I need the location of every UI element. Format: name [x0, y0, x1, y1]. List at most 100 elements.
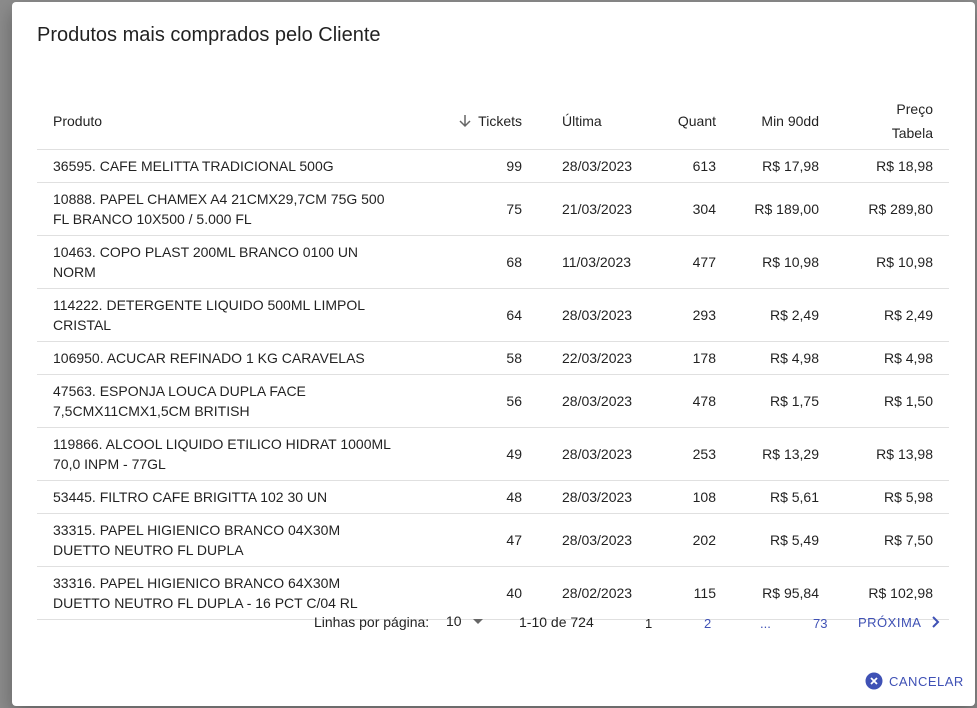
rows-per-page-label: Linhas por página: [314, 614, 430, 630]
chevron-icon [932, 616, 940, 628]
dropdown-icon [473, 619, 484, 624]
table-cell: R$ 102,98 [835, 566, 949, 620]
table-cell: 28/03/2023 [546, 149, 655, 183]
table-cell: 613 [655, 149, 732, 183]
table-cell: 22/03/2023 [546, 341, 655, 375]
table-row: 36595. CAFE MELITTA TRADICIONAL 500G 99 28… [37, 149, 949, 183]
page-range: 1-10 de 724 [519, 614, 594, 630]
column-header-label: Preço Tabela [891, 100, 933, 141]
table-cell: 28/03/2023 [546, 374, 655, 428]
column-header-label: Última [562, 112, 602, 129]
cancel-label[interactable]: CANCELAR [889, 674, 964, 689]
products-table: Produto Tickets Última Quant Min 90dd Preço T… [37, 92, 949, 620]
next-label[interactable]: PRÓXIMA [858, 615, 921, 630]
table-row: 10463. COPO PLAST 200ML BRANCO 0100 UN N… [37, 235, 949, 289]
column-header-label: Quant [677, 112, 716, 129]
table-cell: 114222. DETERGENTE LIQUIDO 500ML LIMPOL … [37, 288, 415, 342]
table-cell: R$ 189,00 [732, 182, 835, 236]
table-cell: 47 [415, 513, 546, 567]
table-cell: R$ 95,84 [732, 566, 835, 620]
column-header[interactable]: Tickets [415, 92, 546, 150]
table-cell: 58 [415, 341, 546, 375]
column-header: Quant [655, 92, 732, 150]
table-cell: R$ 1,50 [835, 374, 949, 428]
table-cell: 40 [415, 566, 546, 620]
table-row: 10888. PAPEL CHAMEX A4 21CMX29,7CM 75G 5… [37, 182, 949, 236]
table-row: 33316. PAPEL HIGIENICO BRANCO 64X30M DUE… [37, 566, 949, 620]
page-button[interactable]: 1 [645, 616, 653, 631]
table-cell: 28/03/2023 [546, 513, 655, 567]
table-cell: R$ 5,61 [732, 480, 835, 514]
table-cell: 119866. ALCOOL LIQUIDO ETILICO HIDRAT 10… [37, 427, 415, 481]
table-cell: 53445. FILTRO CAFE BRIGITTA 102 30 UN [37, 480, 415, 514]
column-header-label: Produto [53, 112, 103, 129]
table-cell: R$ 13,98 [835, 427, 949, 481]
table-cell: 36595. CAFE MELITTA TRADICIONAL 500G [37, 149, 415, 183]
table-row: 114222. DETERGENTE LIQUIDO 500ML LIMPOL … [37, 288, 949, 342]
table-cell: 75 [415, 182, 546, 236]
table-cell: 11/03/2023 [546, 235, 655, 289]
dialog-title: Produtos mais comprados pelo Cliente [37, 24, 381, 46]
table-row: 119866. ALCOOL LIQUIDO ETILICO HIDRAT 10… [37, 427, 949, 481]
table-cell: R$ 7,50 [835, 513, 949, 567]
table-cell: 202 [655, 513, 732, 567]
table-cell: 48 [415, 480, 546, 514]
table-row: 47563. ESPONJA LOUCA DUPLA FACE 7,5CMX11… [37, 374, 949, 428]
page-button[interactable]: 73 [813, 616, 828, 631]
table-cell: 253 [655, 427, 732, 481]
table-cell: 477 [655, 235, 732, 289]
column-header: Produto [37, 92, 415, 150]
table-cell: 106950. ACUCAR REFINADO 1 KG CARAVELAS [37, 341, 415, 375]
table-row: 33315. PAPEL HIGIENICO BRANCO 04X30M DUE… [37, 513, 949, 567]
table-cell: R$ 4,98 [732, 341, 835, 375]
table-cell: 115 [655, 566, 732, 620]
header-row: Produto Tickets Última Quant Min 90dd Preço T… [37, 92, 949, 150]
table-cell: R$ 2,49 [732, 288, 835, 342]
table-row: 53445. FILTRO CAFE BRIGITTA 102 30 UN 48 2… [37, 480, 949, 514]
next-button[interactable]: PRÓXIMA [858, 615, 941, 630]
table-cell: R$ 289,80 [835, 182, 949, 236]
rows-per-page-value[interactable]: 10 [446, 613, 462, 629]
table-cell: 47563. ESPONJA LOUCA DUPLA FACE 7,5CMX11… [37, 374, 415, 428]
table-cell: 28/03/2023 [546, 480, 655, 514]
column-header-label[interactable]: Tickets [478, 112, 522, 129]
table-cell: 178 [655, 341, 732, 375]
column-header: Última [546, 92, 655, 150]
page-button[interactable]: ... [760, 616, 771, 631]
cancel-icon [865, 672, 883, 690]
rows-per-page-select[interactable]: 10 [446, 613, 485, 629]
column-header: Min 90dd [732, 92, 835, 150]
table-cell: 108 [655, 480, 732, 514]
table-cell: 10888. PAPEL CHAMEX A4 21CMX29,7CM 75G 5… [37, 182, 415, 236]
table-cell: R$ 4,98 [835, 341, 949, 375]
table-cell: 478 [655, 374, 732, 428]
table-cell: 28/03/2023 [546, 427, 655, 481]
page-button[interactable]: 2 [704, 616, 712, 631]
sort-icon [459, 114, 471, 127]
table-cell: 49 [415, 427, 546, 481]
table-cell: R$ 5,49 [732, 513, 835, 567]
table-cell: R$ 2,49 [835, 288, 949, 342]
table-cell: 56 [415, 374, 546, 428]
table-cell: 99 [415, 149, 546, 183]
table-cell: 304 [655, 182, 732, 236]
table-row: 106950. ACUCAR REFINADO 1 KG CARAVELAS 58… [37, 341, 949, 375]
table-cell: R$ 1,75 [732, 374, 835, 428]
table-cell: 64 [415, 288, 546, 342]
table-cell: 28/02/2023 [546, 566, 655, 620]
table-cell: 28/03/2023 [546, 288, 655, 342]
column-header: Preço Tabela [835, 92, 949, 150]
table-cell: R$ 5,98 [835, 480, 949, 514]
column-header-label: Min 90dd [761, 112, 819, 129]
table-cell: 33315. PAPEL HIGIENICO BRANCO 04X30M DUE… [37, 513, 415, 567]
table-cell: 68 [415, 235, 546, 289]
dialog: Produtos mais comprados pelo Cliente Pro… [12, 2, 975, 706]
table-cell: 10463. COPO PLAST 200ML BRANCO 0100 UN N… [37, 235, 415, 289]
table-cell: R$ 10,98 [732, 235, 835, 289]
cancel-button[interactable]: CANCELAR [865, 672, 964, 690]
table-cell: 21/03/2023 [546, 182, 655, 236]
table-cell: R$ 17,98 [732, 149, 835, 183]
table-cell: R$ 18,98 [835, 149, 949, 183]
table-cell: 33316. PAPEL HIGIENICO BRANCO 64X30M DUE… [37, 566, 415, 620]
